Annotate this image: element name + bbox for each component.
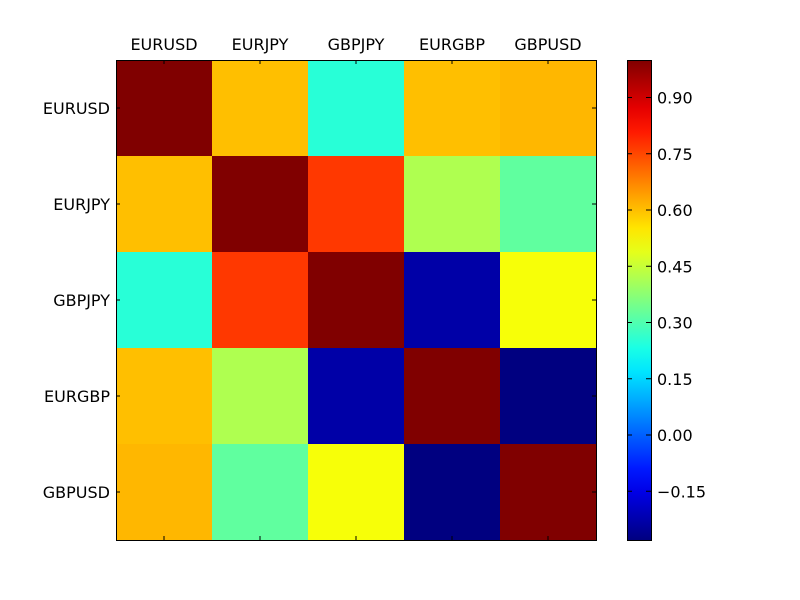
- colorbar-ticks: −0.15 0.00 0.15 0.30 0.45 0.60 0.75 0.90: [627, 89, 706, 501]
- x-tick-label: EURJPY: [232, 35, 289, 54]
- x-tick-label: GBPUSD: [514, 35, 581, 54]
- heatmap-cell-eurjpy-gbpusd: [500, 156, 597, 253]
- heatmap-cells: [116, 60, 597, 541]
- x-axis-ticks: EURUSD EURJPY GBPJPY EURGBP GBPUSD: [130, 35, 582, 540]
- heatmap-cell-gbpjpy-eurjpy: [212, 252, 309, 349]
- colorbar-tick-label: 0.60: [657, 201, 693, 220]
- x-tick-label: EURUSD: [130, 35, 197, 54]
- colorbar: −0.15 0.00 0.15 0.30 0.45 0.60 0.75 0.90: [627, 60, 706, 541]
- y-tick-label: GBPUSD: [43, 483, 110, 502]
- heatmap-cell-eurjpy-eurgbp: [404, 156, 501, 253]
- colorbar-tick-label: 0.45: [657, 257, 693, 276]
- y-tick-label: EURJPY: [53, 195, 110, 214]
- heatmap-cell-eurgbp-eurjpy: [212, 348, 309, 445]
- heatmap-cell-eurusd-gbpusd: [500, 60, 597, 157]
- colorbar-tick-label: −0.15: [657, 482, 706, 501]
- colorbar-frame: [627, 60, 652, 541]
- heatmap-cell-eurgbp-gbpjpy: [308, 348, 405, 445]
- colorbar-tick-label: 0.90: [657, 89, 693, 108]
- y-tick-label: EURUSD: [43, 99, 110, 118]
- heatmap-cell-eurgbp-eurusd: [116, 348, 213, 445]
- heatmap-cell-eurgbp-gbpusd: [500, 348, 597, 445]
- heatmap-cell-gbpjpy-gbpusd: [500, 252, 597, 349]
- colorbar-tick-label: 0.75: [657, 145, 693, 164]
- heatmap-cell-gbpusd-gbpusd: [500, 444, 597, 541]
- colorbar-gradient: [627, 60, 651, 540]
- colorbar-tick-label: 0.15: [657, 370, 693, 389]
- heatmap-cell-gbpusd-gbpjpy: [308, 444, 405, 541]
- heatmap-cell-gbpjpy-gbpjpy: [308, 252, 405, 349]
- heatmap-cell-eurjpy-gbpjpy: [308, 156, 405, 253]
- heatmap-cell-eurusd-gbpjpy: [308, 60, 405, 157]
- y-tick-label: EURGBP: [44, 387, 110, 406]
- x-tick-label: GBPJPY: [328, 35, 385, 54]
- heatmap-cell-eurjpy-eurjpy: [212, 156, 309, 253]
- y-tick-label: GBPJPY: [53, 291, 110, 310]
- heatmap-cell-gbpjpy-eurusd: [116, 252, 213, 349]
- x-tick-label: EURGBP: [419, 35, 485, 54]
- heatmap-cell-gbpusd-eurjpy: [212, 444, 309, 541]
- heatmap-cell-eurusd-eurusd: [116, 60, 213, 157]
- heatmap-cell-eurgbp-eurgbp: [404, 348, 501, 445]
- colorbar-tick-label: 0.00: [657, 426, 693, 445]
- heatmap-cell-gbpusd-eurgbp: [404, 444, 501, 541]
- heatmap-cell-eurusd-eurgbp: [404, 60, 501, 157]
- heatmap-cell-eurjpy-eurusd: [116, 156, 213, 253]
- y-axis-ticks: EURUSD EURJPY GBPJPY EURGBP GBPUSD: [43, 99, 596, 502]
- heatmap-cell-gbpjpy-eurgbp: [404, 252, 501, 349]
- colorbar-tick-label: 0.30: [657, 314, 693, 333]
- heatmap-cell-eurusd-eurjpy: [212, 60, 309, 157]
- heatmap-cell-gbpusd-eurusd: [116, 444, 213, 541]
